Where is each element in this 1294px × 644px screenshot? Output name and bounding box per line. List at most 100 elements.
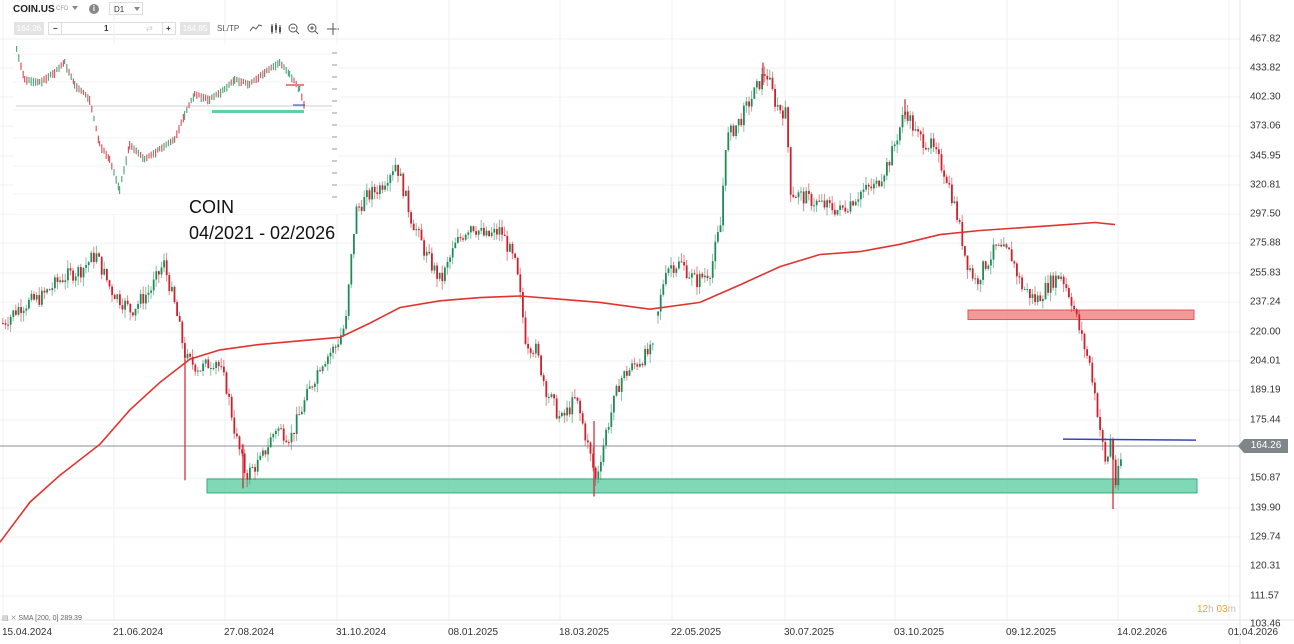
candle-body — [132, 312, 134, 316]
candle-body — [792, 194, 795, 197]
candle-body — [831, 203, 834, 211]
price-axis-label: 320.81 — [1250, 179, 1281, 191]
sma-legend[interactable]: ▤ ✕ SMA [200, 0] 289.39 — [2, 614, 82, 622]
candle-body — [181, 321, 184, 344]
candle-body — [259, 455, 262, 460]
candle-body — [355, 206, 358, 234]
candle-body — [917, 129, 919, 132]
candle-body — [319, 370, 321, 372]
candle-body — [854, 201, 857, 206]
timeframe-select[interactable]: D1 — [109, 2, 143, 15]
buy-price-button[interactable]: 164.85 — [180, 22, 210, 35]
candle-body — [290, 432, 293, 443]
candle-body — [618, 385, 620, 392]
candle-body — [1036, 295, 1039, 303]
candle-body — [813, 205, 815, 207]
candle-body — [9, 316, 12, 325]
candle-body — [602, 445, 605, 462]
candle-body — [1083, 333, 1086, 350]
swap-icon[interactable]: ⇄ — [146, 24, 153, 33]
candle-body — [948, 182, 951, 185]
candle-body — [368, 190, 371, 200]
candle-body — [657, 311, 659, 316]
candle-body — [605, 429, 607, 446]
price-axis-label: 237.24 — [1250, 296, 1281, 308]
candle-body — [740, 118, 743, 126]
candle-body — [847, 211, 849, 213]
symbol-dropdown-icon[interactable] — [72, 6, 78, 10]
indicator-settings-icon[interactable]: ▤ — [2, 615, 9, 622]
candle-body — [698, 273, 701, 288]
quantity-input[interactable]: 1 — [104, 24, 109, 33]
candle-body — [527, 343, 529, 349]
indicator-remove-icon[interactable]: ✕ — [10, 615, 17, 622]
candle-body — [446, 261, 449, 268]
candle-body — [805, 191, 808, 204]
line-chart-icon[interactable] — [249, 23, 263, 37]
time-axis-label: 14.02.2026 — [1117, 627, 1168, 638]
candle-body — [860, 191, 862, 200]
candle-body — [1081, 330, 1083, 334]
candle-body — [80, 267, 82, 278]
candle-body — [93, 252, 95, 263]
candle-body — [376, 192, 379, 194]
candle-body — [844, 207, 847, 212]
sell-price-button[interactable]: 164.26 — [14, 22, 44, 35]
sma-legend-text: SMA [200, 0] 289.39 — [18, 615, 82, 622]
candle-body — [15, 310, 17, 315]
candle-body — [288, 442, 290, 444]
candle-body — [763, 74, 766, 76]
zoom-in-icon[interactable] — [307, 23, 319, 39]
candle-body — [386, 182, 389, 186]
candle-body — [379, 185, 381, 194]
candle-body — [784, 107, 787, 119]
quantity-stepper[interactable]: − 1 ⇄ + — [48, 22, 176, 35]
candle-body — [943, 170, 945, 177]
candle-body — [236, 433, 238, 437]
candle-body — [384, 185, 386, 190]
candle-body — [449, 257, 451, 262]
candle-body — [280, 428, 282, 430]
candle-body — [353, 233, 355, 255]
candle-body — [477, 230, 480, 235]
candle-body — [418, 229, 420, 231]
candle-body — [119, 294, 121, 306]
plus-button[interactable]: + — [166, 24, 171, 33]
candle-body — [711, 261, 714, 278]
candle-body — [98, 253, 100, 257]
candle-body — [522, 291, 524, 318]
time-axis-label: 03.10.2025 — [894, 627, 945, 638]
candle-body — [1047, 283, 1049, 293]
candle-body — [480, 227, 483, 231]
candle-body — [147, 292, 150, 295]
candle-body — [818, 200, 821, 202]
candle-body — [584, 423, 587, 441]
candle-body — [701, 273, 704, 278]
candle-body — [1000, 244, 1003, 247]
sltp-button[interactable]: SL/TP — [217, 24, 240, 33]
candle-body — [1086, 349, 1088, 356]
candle-body — [857, 199, 860, 202]
time-axis-label: 30.07.2025 — [784, 627, 835, 638]
candle-body — [483, 227, 485, 236]
candle-body — [563, 412, 566, 416]
candles-icon[interactable] — [270, 23, 282, 39]
candle-body — [457, 237, 459, 243]
price-axis-label: 297.50 — [1250, 208, 1281, 220]
candle-body — [1021, 277, 1023, 290]
candle-body — [412, 223, 415, 231]
info-icon[interactable]: i — [89, 4, 99, 14]
candle-body — [636, 364, 639, 367]
candle-body — [1101, 430, 1104, 442]
minus-button[interactable]: − — [53, 24, 58, 33]
candle-body — [298, 414, 301, 416]
candle-body — [360, 206, 363, 211]
candle-body — [873, 183, 875, 189]
candle-body — [1070, 297, 1073, 306]
candle-body — [743, 105, 745, 126]
zoom-out-icon[interactable] — [288, 23, 300, 39]
symbol-name[interactable]: COIN.US — [13, 4, 55, 15]
candle-body — [113, 295, 116, 300]
candle-body — [945, 176, 948, 183]
